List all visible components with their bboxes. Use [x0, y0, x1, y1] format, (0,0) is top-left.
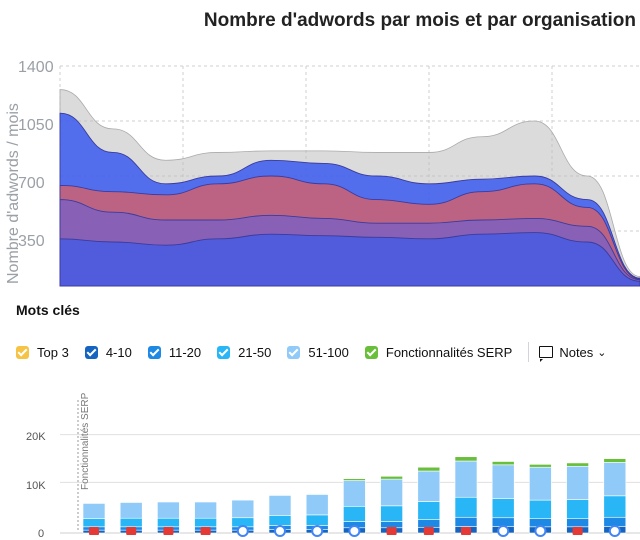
checkbox-4-10[interactable]	[84, 345, 98, 359]
bar-6-seg-5	[268, 495, 292, 516]
chevron-down-icon: ⌄	[597, 346, 607, 359]
checkbox-21-50[interactable]	[217, 345, 231, 359]
legend: Top 3 4-10 11-20 21-50 51-100 Fonctionna…	[16, 342, 607, 362]
notes-label: Notes	[559, 344, 594, 360]
bar-1-seg-4	[82, 518, 106, 528]
bar-15-seg-6	[603, 458, 627, 463]
bar-7-seg-5	[305, 494, 329, 516]
bar-2-seg-5	[119, 502, 143, 519]
chart-title: Nombre d'adwords par mois et par organis…	[203, 10, 636, 31]
bar-10-seg-6	[417, 466, 441, 472]
google-marker-icon-13	[534, 525, 547, 537]
y-tick-1400: 1400	[18, 59, 54, 76]
bar-y-tick-20k: 20K	[26, 431, 46, 443]
checkbox-51-100[interactable]	[287, 345, 301, 359]
bar-9-seg-4	[380, 505, 403, 522]
bar-series-group	[82, 456, 627, 534]
bar-7-seg-4	[305, 514, 329, 526]
bar-11-seg-4	[454, 496, 478, 518]
bar-11-seg-6	[454, 456, 478, 462]
bar-y-tick-0: 0	[38, 528, 44, 540]
note-marker-icon-4	[200, 527, 211, 535]
bar-11-seg-5	[454, 460, 478, 498]
bar-8-seg-5	[343, 480, 366, 507]
google-marker-icon-5	[236, 525, 249, 537]
serp-annotation-label: Fonctionnalités SERP	[80, 392, 91, 490]
bar-14-seg-5	[566, 465, 589, 500]
checkbox-serp[interactable]	[364, 345, 378, 359]
area-series-5	[59, 232, 640, 287]
bar-9-seg-3	[380, 521, 403, 529]
bar-8-seg-6	[343, 478, 366, 481]
google-marker-icon-12	[497, 525, 510, 537]
note-marker-icon-9	[386, 527, 397, 535]
legend-item-top3[interactable]: Top 3	[16, 345, 69, 360]
legend-label-11-20: 11-20	[168, 344, 202, 360]
marker-row	[89, 525, 621, 537]
checkbox-11-20[interactable]	[147, 345, 161, 359]
adwords-area-chart: 1400 1050 700 350 Nombre d'adwords / moi…	[5, 59, 640, 287]
bar-13-seg-5	[529, 466, 552, 501]
bar-2-seg-4	[119, 517, 143, 528]
keywords-bar-chart: 20K 10K 0 Fonctionnalités SERP	[26, 392, 640, 540]
bar-15-seg-4	[603, 495, 627, 518]
bar-15-seg-3	[603, 516, 627, 527]
bar-14-seg-4	[566, 499, 589, 519]
note-marker-icon-1	[89, 527, 99, 535]
google-marker-icon-8	[348, 525, 361, 537]
comment-icon	[539, 346, 554, 362]
google-marker-icon-7	[311, 525, 324, 537]
bar-1-seg-5	[82, 503, 106, 519]
bar-12-seg-5	[491, 464, 515, 499]
google-marker-icon-15	[608, 525, 621, 537]
note-marker-icon-3	[163, 527, 174, 535]
bar-13-seg-6	[529, 464, 552, 468]
google-marker-icon-6	[274, 525, 286, 537]
bar-5-seg-5	[231, 499, 255, 519]
bar-9-seg-6	[380, 475, 403, 480]
note-marker-icon-14	[572, 527, 583, 535]
legend-label-top3: Top 3	[37, 344, 69, 360]
y-tick-350: 350	[18, 233, 45, 250]
bar-12-seg-4	[491, 498, 515, 519]
bar-13-seg-4	[529, 499, 552, 520]
legend-item-21-50[interactable]: 21-50	[217, 345, 271, 360]
bar-6-seg-4	[268, 515, 292, 526]
bar-10-seg-3	[417, 519, 441, 528]
note-marker-icon-11	[461, 527, 471, 535]
y-tick-700: 700	[18, 175, 45, 192]
bar-10-seg-4	[417, 501, 441, 520]
bar-9-seg-5	[380, 478, 403, 507]
bar-4-seg-4	[194, 517, 217, 528]
legend-item-11-20[interactable]: 11-20	[147, 344, 202, 360]
area-series-group	[59, 89, 640, 287]
legend-item-4-10[interactable]: 4-10	[84, 344, 132, 360]
checkbox-top3[interactable]	[16, 345, 29, 359]
notes-dropdown[interactable]: Notes ⌄	[539, 344, 607, 362]
bar-3-seg-5	[157, 501, 180, 519]
y-axis-label: Nombre d'adwords / mois	[5, 103, 22, 284]
bar-3-seg-4	[157, 517, 180, 528]
note-marker-icon-10	[423, 527, 434, 535]
bar-14-seg-3	[566, 518, 589, 528]
legend-label-21-50: 21-50	[238, 344, 272, 360]
legend-label-51-100: 51-100	[308, 344, 349, 360]
bar-8-seg-4	[343, 506, 366, 522]
note-marker-icon-2	[126, 527, 137, 535]
section-title: Mots clés	[16, 302, 80, 318]
legend-label-4-10: 4-10	[105, 344, 132, 360]
bar-4-seg-5	[194, 501, 217, 519]
bar-10-seg-5	[417, 470, 441, 502]
bar-y-tick-10k: 10K	[26, 480, 46, 492]
legend-label-serp: Fonctionnalités SERP	[385, 344, 513, 360]
legend-item-serp[interactable]: Fonctionnalités SERP	[364, 344, 513, 360]
y-tick-1050: 1050	[18, 117, 54, 134]
bar-11-seg-3	[454, 516, 478, 527]
legend-item-51-100[interactable]: 51-100	[287, 344, 349, 360]
bar-12-seg-6	[491, 461, 515, 466]
bar-15-seg-5	[603, 462, 627, 497]
bar-14-seg-6	[566, 462, 589, 467]
legend-separator	[528, 342, 530, 362]
